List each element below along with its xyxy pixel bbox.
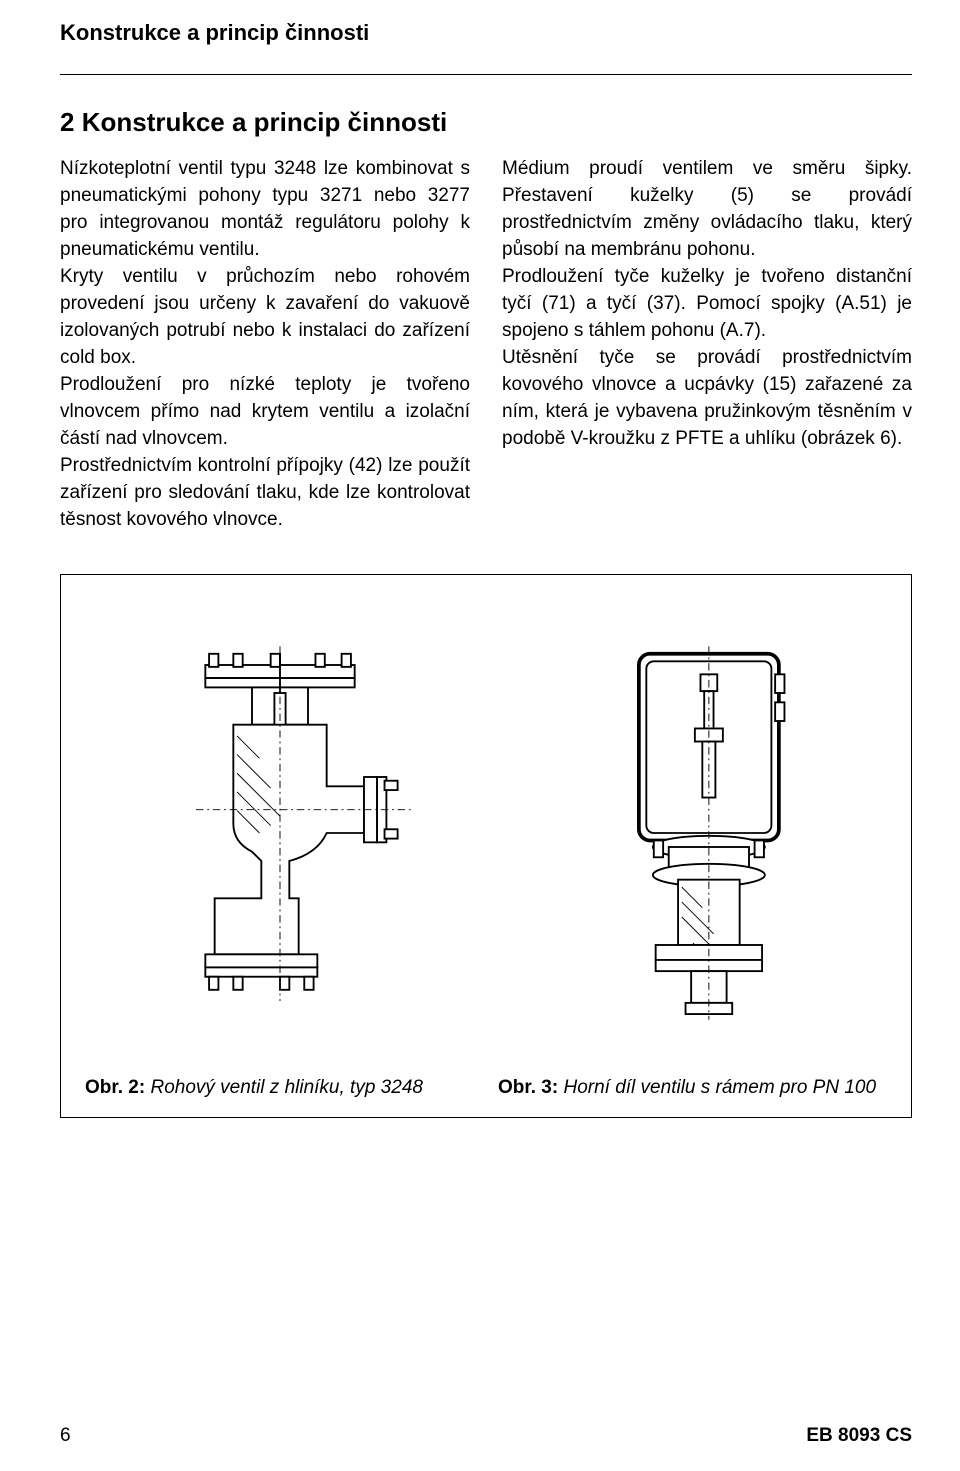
figure-caption-3: Obr. 3: Horní díl ventilu s rámem pro PN… [498,1077,887,1099]
page-footer: 6 EB 8093 CS [60,1425,912,1447]
figure-drawing-2 [85,603,474,1063]
paragraph: Prodloužení tyče kuželky je tvořeno dist… [502,264,912,345]
left-column: Nízkoteplotní ventil typu 3248 lze kombi… [60,156,470,534]
section-number: 2 [60,107,74,137]
figure-box: Obr. 2: Rohový ventil z hliníku, typ 324… [60,574,912,1118]
paragraph: Médium proudí ventilem ve směru šipky. P… [502,156,912,264]
figure-panel-3: Obr. 3: Horní díl ventilu s rámem pro PN… [498,603,887,1099]
section-title-text: Konstrukce a princip činnosti [82,107,448,137]
paragraph: Kryty ventilu v průchozím nebo rohovém p… [60,264,470,372]
paragraph: Prostřednictvím kontrolní přípojky (42) … [60,453,470,534]
paragraph: Prodloužení pro nízké teploty je tvořeno… [60,372,470,453]
paragraph: Utěsnění tyče se provádí prostřednictvím… [502,345,912,453]
page: Konstrukce a princip činnosti 2 Konstruk… [0,0,960,1471]
figure-drawing-3 [498,603,887,1063]
text-columns: Nízkoteplotní ventil typu 3248 lze kombi… [60,156,912,534]
valve-bonnet-frame-icon [553,633,833,1033]
running-header: Konstrukce a princip činnosti [60,20,912,46]
figure-panel-2: Obr. 2: Rohový ventil z hliníku, typ 324… [85,603,474,1099]
figure-caption-text: Rohový ventil z hliníku, typ 3248 [150,1077,423,1098]
figure-label: Obr. 2: [85,1077,145,1098]
document-number: EB 8093 CS [806,1425,912,1447]
figure-caption-text: Horní díl ventilu s rámem pro PN 100 [563,1077,876,1098]
page-number: 6 [60,1425,71,1447]
valve-angle-icon [140,643,420,1023]
figure-label: Obr. 3: [498,1077,558,1098]
header-rule [60,74,912,75]
paragraph: Nízkoteplotní ventil typu 3248 lze kombi… [60,156,470,264]
figure-caption-2: Obr. 2: Rohový ventil z hliníku, typ 324… [85,1077,474,1099]
right-column: Médium proudí ventilem ve směru šipky. P… [502,156,912,534]
section-heading: 2 Konstrukce a princip činnosti [60,107,912,138]
